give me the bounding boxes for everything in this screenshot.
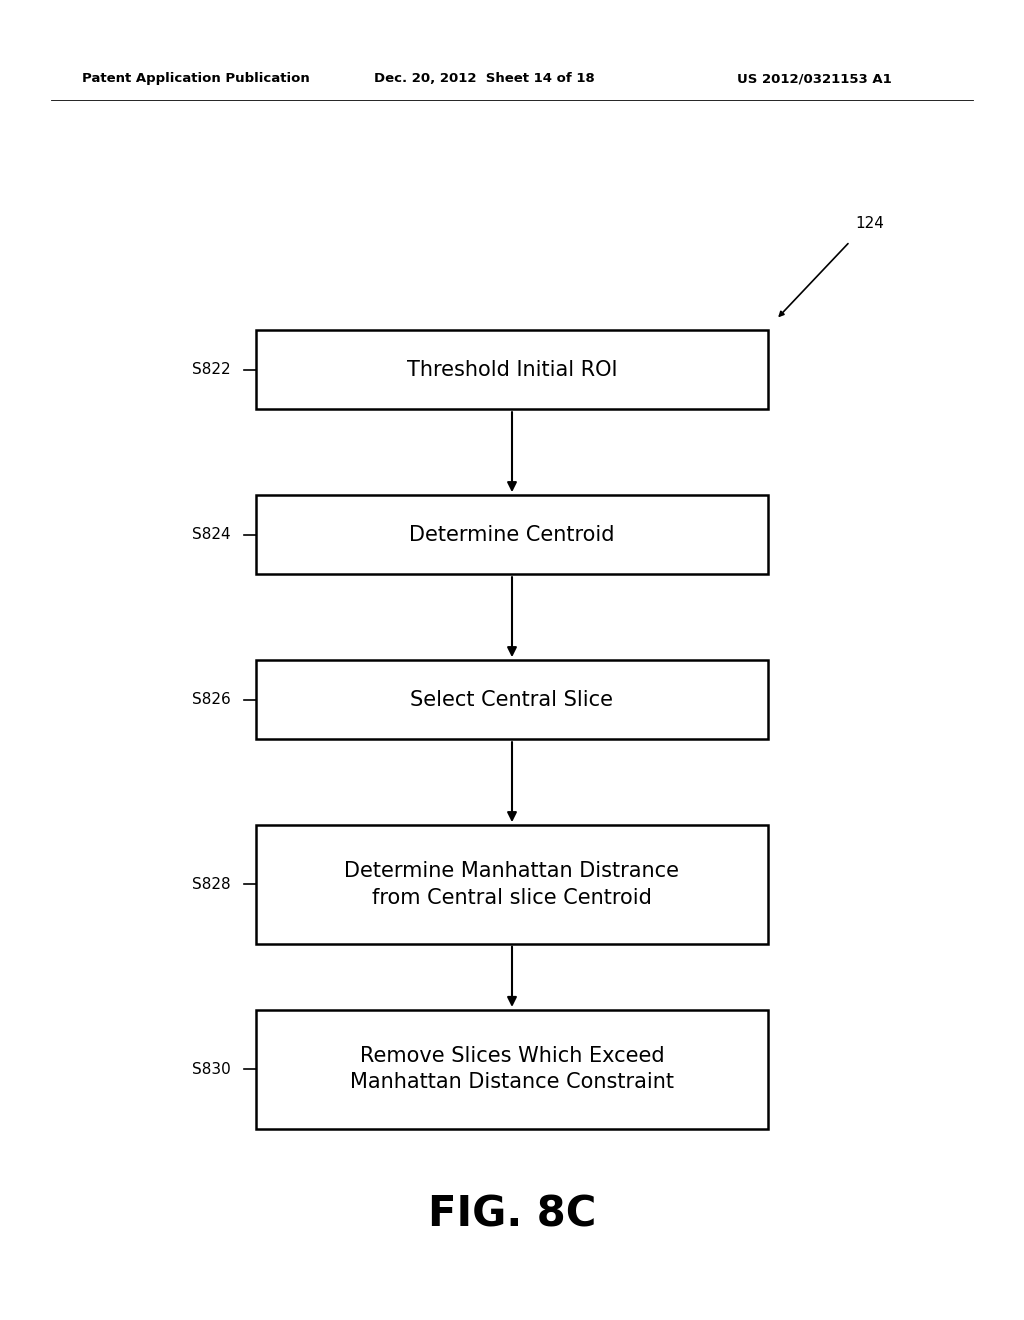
Text: S824: S824 <box>191 527 230 543</box>
Text: S828: S828 <box>191 876 230 892</box>
Text: S830: S830 <box>191 1061 230 1077</box>
Text: Determine Centroid: Determine Centroid <box>410 524 614 545</box>
Bar <box>256 1010 768 1129</box>
Text: Determine Manhattan Distrance
from Central slice Centroid: Determine Manhattan Distrance from Centr… <box>344 861 680 908</box>
Bar <box>256 330 768 409</box>
Text: S822: S822 <box>191 362 230 378</box>
Text: Select Central Slice: Select Central Slice <box>411 689 613 710</box>
Text: Patent Application Publication: Patent Application Publication <box>82 73 309 84</box>
Text: Remove Slices Which Exceed
Manhattan Distance Constraint: Remove Slices Which Exceed Manhattan Dis… <box>350 1045 674 1093</box>
Bar <box>256 660 768 739</box>
Text: FIG. 8C: FIG. 8C <box>428 1193 596 1236</box>
Text: Dec. 20, 2012  Sheet 14 of 18: Dec. 20, 2012 Sheet 14 of 18 <box>374 73 595 84</box>
Text: Threshold Initial ROI: Threshold Initial ROI <box>407 359 617 380</box>
Text: S826: S826 <box>191 692 230 708</box>
Text: US 2012/0321153 A1: US 2012/0321153 A1 <box>737 73 892 84</box>
Bar <box>256 825 768 944</box>
Text: 124: 124 <box>855 216 884 231</box>
Bar <box>256 495 768 574</box>
